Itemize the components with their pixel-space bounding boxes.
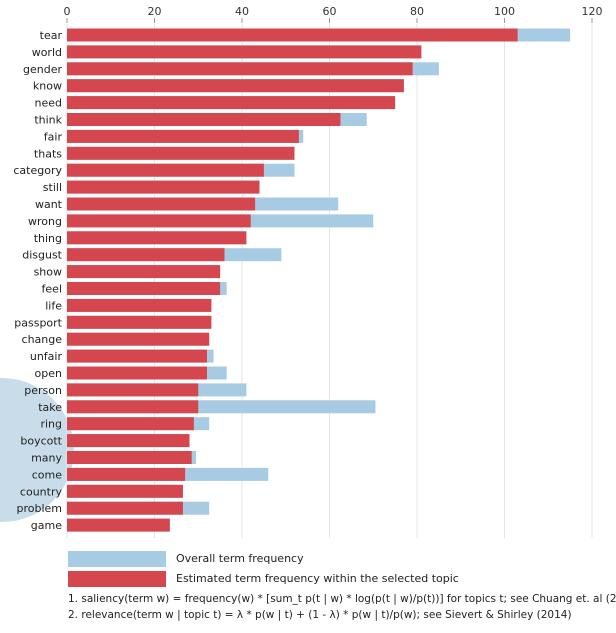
term-label-person: person [24, 384, 62, 397]
x-tick-label-1: 20 [148, 5, 162, 18]
bar-topic-many [67, 451, 192, 464]
bar-topic-person [67, 383, 199, 397]
term-label-game: game [31, 519, 62, 532]
term-label-come: come [32, 468, 62, 481]
bar-topic-game [67, 518, 170, 532]
term-label-life: life [45, 299, 62, 312]
topic-circle-shape [0, 378, 74, 522]
term-label-boycott: boycott [20, 435, 62, 448]
bar-topic-gender [67, 62, 413, 76]
x-tick-label-4: 80 [410, 5, 424, 18]
bar-topic-unfair [67, 349, 207, 363]
legend-topic: Estimated term frequency within the sele… [68, 571, 459, 587]
term-label-fair: fair [44, 130, 63, 143]
legend-topic-label: Estimated term frequency within the sele… [176, 572, 459, 585]
term-label-thing: thing [34, 232, 62, 245]
term-label-problem: problem [16, 502, 62, 515]
term-label-unfair: unfair [30, 350, 63, 363]
term-label-many: many [31, 452, 62, 465]
term-label-change: change [22, 333, 63, 346]
bar-chart-svg: 0 20 40 60 80 100 120 tear world gender know need th… [0, 5, 603, 538]
term-label-passport: passport [14, 316, 62, 329]
x-tick-label-6: 120 [582, 5, 603, 18]
bar-topic-problem [67, 501, 183, 515]
bar-topic-open [67, 366, 207, 380]
term-frequency-chart: 0 20 40 60 80 100 120 tear world gender know need th… [0, 5, 603, 538]
bar-topic-country [67, 484, 183, 498]
bar-topic-need [67, 96, 396, 110]
bar-topic-want [67, 197, 256, 211]
bar-topic-take [67, 400, 199, 414]
term-label-wrong: wrong [28, 215, 62, 228]
bar-topic-feel [67, 282, 221, 295]
bar-topic-come [67, 467, 186, 481]
saliency-note: 1. saliency(term w) = frequency(w) * [su… [68, 593, 616, 605]
term-label-category: category [13, 164, 62, 177]
bar-topic-show [67, 265, 221, 279]
term-label-gender: gender [23, 63, 62, 76]
term-label-still: still [43, 181, 62, 194]
legend-overall-swatch [68, 551, 166, 567]
bar-topic-tear [67, 28, 518, 42]
x-tick-label-0: 0 [64, 5, 71, 18]
term-label-disgust: disgust [22, 249, 62, 262]
legend-overall-label: Overall term frequency [176, 552, 304, 565]
bar-topic-know [67, 79, 404, 93]
term-label-show: show [34, 266, 62, 279]
term-label-thats: thats [34, 147, 62, 160]
term-label-ring: ring [40, 418, 62, 431]
legend-topic-swatch [68, 571, 166, 587]
bar-topic-fair [67, 129, 299, 143]
term-label-feel: feel [42, 283, 62, 296]
bar-topic-thing [67, 231, 247, 245]
bar-topic-life [67, 298, 212, 312]
legend-overall: Overall term frequency [68, 551, 304, 567]
term-label-country: country [20, 485, 63, 498]
x-tick-label-2: 40 [235, 5, 249, 18]
term-label-think: think [34, 114, 62, 127]
bar-topic-still [67, 180, 260, 194]
x-tick-label-3: 60 [323, 5, 337, 18]
term-label-take: take [38, 401, 62, 414]
bar-topic-world [67, 45, 422, 59]
x-tick-label-5: 100 [494, 5, 515, 18]
relevance-note: 2. relevance(term w | topic t) = λ * p(w… [68, 609, 572, 621]
bar-topic-category [67, 163, 264, 177]
bar-topic-wrong [67, 214, 251, 228]
bar-topic-think [67, 113, 341, 126]
term-label-need: need [35, 97, 63, 110]
bar-topic-disgust [67, 248, 225, 262]
bar-topic-ring [67, 417, 194, 431]
term-label-tear: tear [40, 29, 63, 42]
bar-topic-thats [67, 146, 295, 160]
term-label-know: know [33, 80, 62, 93]
term-label-want: want [35, 198, 63, 211]
bar-topic-change [67, 332, 210, 346]
bar-topic-passport [67, 315, 212, 329]
term-label-world: world [32, 46, 62, 59]
bar-topic-boycott [67, 434, 190, 448]
term-label-open: open [35, 367, 62, 380]
